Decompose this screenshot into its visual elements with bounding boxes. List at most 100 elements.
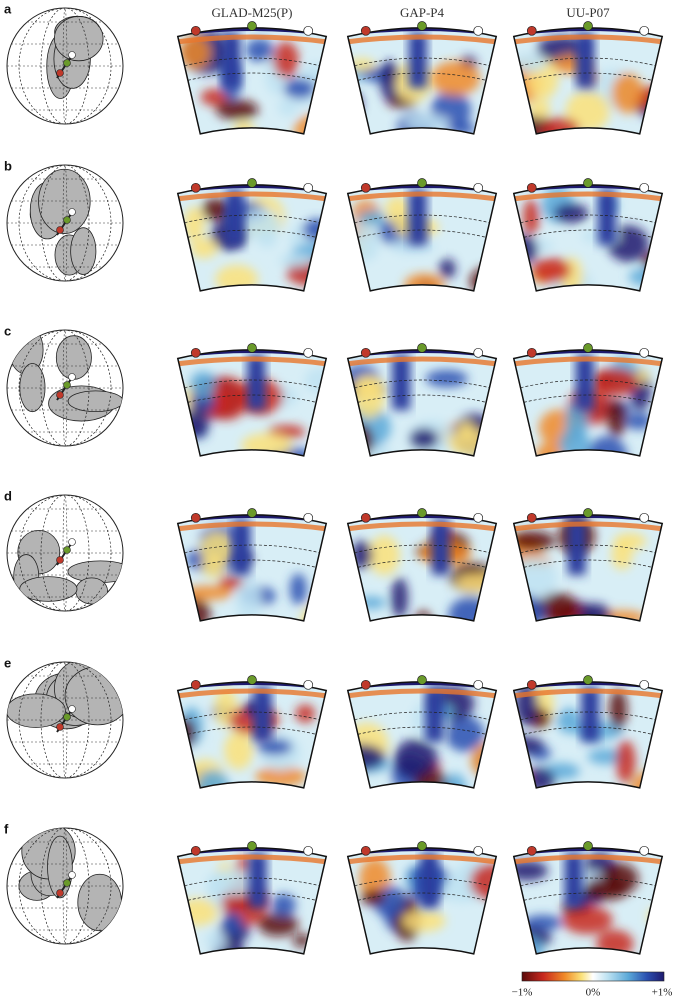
anomaly [439,258,456,279]
slab [225,190,244,245]
anomaly [606,399,627,437]
section-dot [360,25,371,36]
section-outline [512,681,664,789]
globe-dot [68,208,76,216]
row-label: d [4,488,12,503]
meridian [18,662,112,778]
discontinuity [520,711,656,721]
section-dot [473,25,484,36]
section [512,21,664,135]
discontinuity [184,544,320,554]
section-outline [346,681,498,789]
section-dot [190,512,201,523]
anomaly [587,436,628,456]
section-dot [247,675,257,685]
slab [408,190,427,245]
section-outline [512,349,664,457]
colorbar-label: 0% [586,987,601,999]
anomaly [289,573,307,605]
slab [248,853,267,908]
section [176,675,328,789]
section [512,841,664,955]
anomaly [283,78,316,99]
section-dot [417,841,427,851]
section-dot [247,343,257,353]
globe-dot [56,391,64,399]
band [347,34,497,47]
section-outline [512,514,664,622]
anomaly [513,601,535,621]
continent [70,227,97,275]
discontinuity [523,72,653,81]
anomaly [277,97,299,117]
section-dot [417,178,427,188]
anomaly [513,736,545,755]
anomaly [257,738,293,756]
band [347,356,497,369]
section-dot [417,21,427,31]
section-dot [247,178,257,188]
globe [6,164,124,282]
section-dot [639,845,650,856]
column-title: UU-P07 [566,5,610,20]
anomaly [425,370,468,388]
discontinuity [354,544,490,554]
slab [232,520,251,575]
anomaly [591,367,639,397]
anomaly [455,573,497,594]
anomaly [368,535,400,576]
section [176,841,328,955]
section [176,508,328,622]
band [347,191,497,204]
section-dot [303,347,314,358]
anomaly [522,199,540,235]
row-label: f [4,821,9,836]
band [177,688,327,701]
section-dot [473,512,484,523]
band [177,356,327,369]
section [346,178,498,292]
anomaly [514,684,539,726]
discontinuity [520,877,656,887]
anomaly [384,196,411,225]
anomaly [513,860,548,881]
section-dot [526,25,537,36]
section-dot [583,675,593,685]
slab [408,33,427,88]
section-dot [360,679,371,690]
globe-dot [63,546,71,554]
anomaly [443,773,467,788]
anomaly [200,531,234,565]
anomaly [177,596,211,621]
meridian [40,662,90,778]
discontinuity [354,877,490,887]
globe-dot [63,216,71,224]
globe-dot [56,69,64,77]
anomaly [584,877,629,901]
discontinuity [187,394,317,403]
discontinuity [520,379,656,389]
anomaly [278,253,314,268]
section-dot [473,182,484,193]
anomaly [558,428,591,456]
discontinuity [187,72,317,81]
band [347,521,497,534]
discontinuity [520,57,656,67]
section-outline [512,27,664,135]
globe-dot [68,373,76,381]
discontinuity [184,379,320,389]
anomaly [235,578,262,621]
section-outline [176,349,328,457]
row-label: e [4,655,11,670]
anomaly [625,412,652,430]
anomaly [513,556,557,601]
section-dot [360,845,371,856]
anomaly [271,893,296,917]
section [512,508,664,622]
anomaly [179,35,211,70]
continent [7,693,66,728]
slab [576,33,595,88]
anomaly [430,60,481,96]
anomaly [533,592,579,621]
